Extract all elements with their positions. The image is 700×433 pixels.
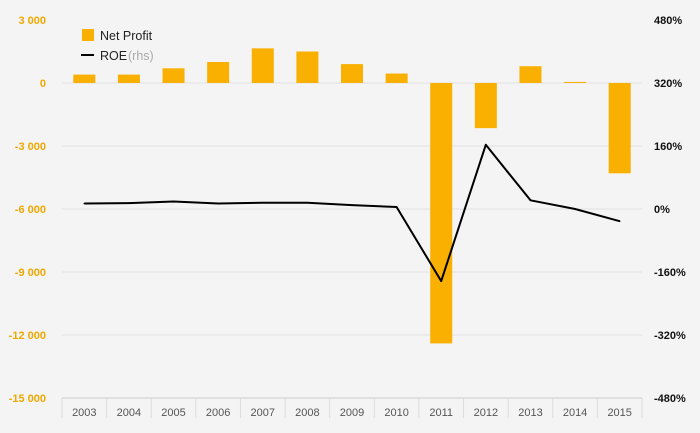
point-roe	[306, 201, 309, 204]
x-tick-label: 2008	[295, 407, 319, 419]
bar-net-profit	[73, 74, 96, 83]
bar-net-profit	[296, 51, 319, 83]
bar-net-profit	[519, 66, 542, 83]
x-tick-label: 2004	[117, 407, 141, 419]
point-roe	[574, 208, 576, 210]
x-tick-label: 2006	[206, 407, 230, 419]
point-roe	[351, 204, 353, 206]
legend-label-roe: ROE	[100, 49, 127, 63]
point-roe	[529, 199, 532, 202]
x-tick-label: 2009	[340, 407, 364, 419]
x-tick-label: 2005	[161, 407, 185, 419]
bar-series	[73, 48, 631, 344]
point-roe	[395, 206, 398, 208]
bar-net-profit	[608, 83, 631, 174]
x-tick-label: 2011	[429, 407, 453, 419]
point-roe	[440, 280, 443, 282]
bar-net-profit	[162, 68, 185, 83]
y-right-tick-label: 320%	[654, 78, 682, 90]
y-right-tick-label: 0%	[654, 204, 670, 216]
x-tick-label: 2007	[251, 407, 275, 419]
legend: Net Profit ROE (rhs)	[81, 29, 154, 63]
point-roe	[172, 200, 175, 203]
legend-swatch-net-profit	[82, 29, 94, 41]
axes: 3 000 0 -3 000 -6 000 -9 000 -12 000 -15 000 48…	[9, 15, 686, 419]
bar-net-profit	[341, 64, 363, 83]
bar-net-profit	[564, 81, 587, 83]
x-tick-label: 2010	[384, 407, 408, 419]
bar-net-profit	[474, 83, 497, 129]
y-right-tick-label: 480%	[654, 15, 682, 27]
y-right-tick-label: -480%	[654, 393, 686, 405]
point-roe	[618, 220, 621, 223]
y-right-tick-label: -320%	[654, 330, 686, 342]
x-tick-label: 2013	[518, 407, 542, 419]
y-left-tick-label: -15 000	[9, 393, 46, 405]
bar-net-profit	[117, 74, 140, 83]
point-roe	[485, 144, 487, 146]
x-tick-label: 2003	[72, 407, 96, 419]
line-roe	[84, 143, 620, 283]
y-left-tick-label: -9 000	[15, 267, 46, 279]
bar-net-profit	[251, 48, 274, 83]
bar-net-profit	[430, 83, 453, 344]
gridlines	[62, 82, 642, 399]
y-left-tick-label: 3 000	[18, 15, 46, 27]
y-left-tick-label: -3 000	[15, 141, 46, 153]
point-roe	[261, 201, 264, 204]
y-left-tick-label: 0	[40, 78, 46, 90]
line-series	[83, 143, 621, 283]
bar-net-profit	[385, 73, 408, 83]
x-tick-label: 2014	[563, 407, 587, 419]
x-tick-label: 2015	[607, 407, 631, 419]
legend-note-rhs: (rhs)	[128, 49, 154, 63]
y-left-tick-label: -6 000	[15, 204, 46, 216]
legend-label-net-profit: Net Profit	[100, 29, 153, 43]
y-right-tick-label: 160%	[654, 141, 682, 153]
point-roe	[217, 202, 219, 205]
bar-net-profit	[207, 62, 230, 83]
y-right-tick-label: -160%	[654, 267, 686, 279]
y-left-tick-label: -12 000	[9, 330, 46, 342]
point-roe	[83, 202, 86, 205]
point-roe	[128, 202, 130, 204]
x-tick-label: 2012	[474, 407, 498, 419]
